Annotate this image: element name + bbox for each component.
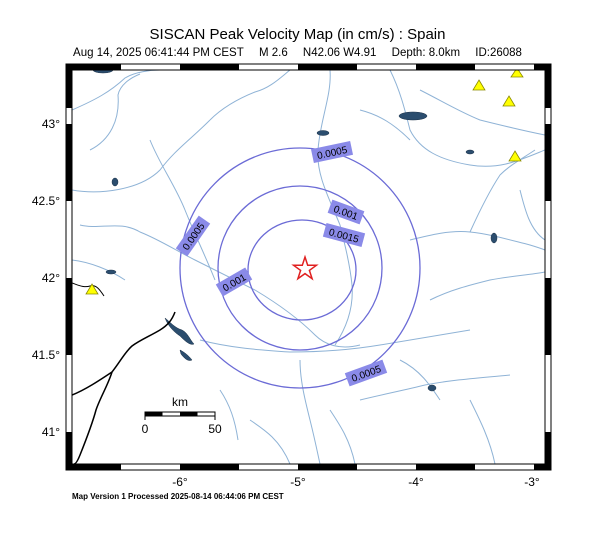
event-location: N42.06 W4.91 [302,47,377,59]
river [329,409,356,464]
event-date: Aug 14, 2025 06:41:44 PM CEST [73,47,244,59]
border-line [72,282,105,297]
contour-0-0015 [247,219,357,321]
river [399,359,441,401]
scale-unit: km [172,395,188,409]
contour-group [179,147,421,389]
triangle-icon [85,283,99,295]
lake-group [92,70,498,392]
river [149,139,216,281]
river [89,73,141,151]
scale-end: 50 [208,422,222,436]
river [419,89,545,136]
y-tick-label: 42.5° [32,194,60,208]
river [219,389,239,441]
river [519,189,545,241]
contour-0-0005 [179,147,421,389]
triangle-icon [472,79,486,91]
river-network [72,70,545,464]
y-tick-label: 41° [42,425,60,439]
scale-bar: km 0 50 [142,395,222,436]
river [469,149,536,233]
x-tick-label: -4° [408,475,424,489]
event-id: ID:26088 [475,47,522,59]
triangle-icon [508,150,522,162]
x-tick-label: -3° [524,475,540,489]
lake [105,269,117,275]
lake [490,232,498,244]
river [359,109,411,141]
event-magnitude: M 2.6 [258,47,288,59]
river [389,70,545,167]
map-subtitle: Aug 14, 2025 06:41:44 PM CEST M 2.6 N42.… [0,47,595,59]
star-icon [291,254,319,281]
river [249,419,291,464]
map-footer: Map Version 1 Processed 2025-08-14 06:44… [72,492,284,501]
contour-0-001 [217,185,383,351]
x-axis-labels: -6° -5° -4° -3° [172,475,540,489]
y-axis-labels: 43° 42.5° 42° 41.5° 41° [32,117,60,439]
lake [92,70,114,74]
river [72,259,126,281]
river [469,399,496,464]
y-tick-label: 42° [42,271,60,285]
map-background [72,70,545,464]
river [72,70,161,111]
y-tick-label: 41.5° [32,348,60,362]
scale-start: 0 [142,422,149,436]
station-group [85,70,524,295]
river [429,271,545,301]
lake [427,384,437,392]
border-line [72,311,176,396]
map-frame [65,63,552,471]
map-title: SISCAN Peak Velocity Map (in cm/s) : Spa… [149,26,446,43]
border-line [73,371,113,464]
river [299,359,321,464]
lake [398,111,428,121]
river [359,374,511,401]
y-tick-label: 43° [42,117,60,131]
lake [179,349,193,361]
river [79,224,256,291]
river [317,70,353,346]
river [72,119,211,193]
x-tick-label: -6° [172,475,188,489]
river [409,231,545,251]
lake [465,149,475,155]
lake [316,130,330,136]
river [199,329,471,353]
triangle-icon [502,95,516,107]
triangle-icon [510,70,524,78]
x-tick-label: -5° [290,475,306,489]
river [254,289,361,348]
lake [111,177,119,187]
event-depth: Depth: 8.0km [391,47,461,59]
river [209,70,291,121]
lake [164,317,195,345]
